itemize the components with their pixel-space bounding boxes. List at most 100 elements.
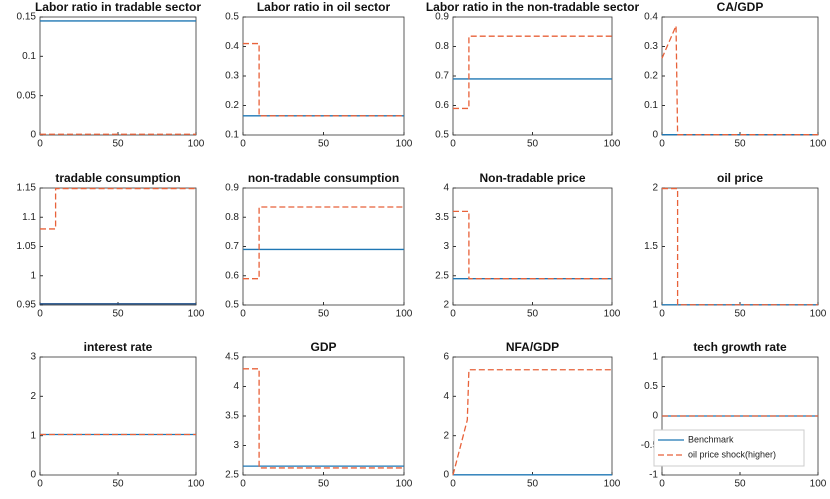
y-tick-label: 4 [233, 381, 239, 392]
y-tick-label: 0.4 [644, 12, 658, 23]
plot-area [242, 16, 405, 136]
x-tick-label: 0 [240, 309, 246, 320]
x-tick-label: 0 [37, 479, 43, 490]
y-tick-label: 0.9 [435, 12, 449, 23]
chart-title: non-tradable consumption [248, 171, 399, 185]
y-tick-label: 3 [443, 241, 449, 252]
y-tick-label: 0.05 [17, 90, 37, 101]
y-tick-label: -0.5 [641, 440, 659, 451]
y-tick-label: 2 [652, 183, 658, 194]
y-tick-label: 0.2 [225, 100, 239, 111]
y-tick-label: 4 [443, 183, 449, 194]
y-tick-label: 0.2 [644, 71, 658, 82]
y-tick-label: 0.95 [17, 300, 37, 311]
y-tick-label: 2.5 [225, 470, 239, 481]
plot-area [39, 16, 197, 136]
plot-area [452, 187, 613, 306]
x-tick-label: 0 [659, 479, 665, 490]
x-tick-label: 50 [527, 309, 539, 320]
x-tick-label: 100 [810, 139, 827, 150]
y-tick-label: 0 [30, 470, 36, 481]
legend-label: Benchmark [688, 434, 734, 444]
plot-area [661, 16, 819, 136]
chart-title: Non-tradable price [479, 171, 585, 185]
y-tick-label: 0.5 [644, 381, 658, 392]
x-tick-label: 50 [112, 309, 124, 320]
y-tick-label: 0 [652, 130, 658, 141]
y-tick-label: 0.5 [225, 300, 239, 311]
y-tick-label: 0.8 [225, 212, 239, 223]
y-tick-label: 1.05 [17, 241, 37, 252]
y-tick-label: 0.9 [225, 183, 239, 194]
x-tick-label: 100 [188, 139, 205, 150]
y-tick-label: 1.5 [644, 241, 658, 252]
x-tick-label: 0 [450, 139, 456, 150]
y-tick-label: 0.5 [435, 130, 449, 141]
y-tick-label: 1.15 [17, 183, 37, 194]
y-tick-label: 0.5 [225, 12, 239, 23]
y-tick-label: 2 [443, 300, 449, 311]
y-tick-label: 1 [30, 430, 36, 441]
y-tick-label: 0 [30, 130, 36, 141]
chart-title: Labor ratio in oil sector [257, 0, 391, 14]
x-tick-label: 0 [240, 139, 246, 150]
chart-title: CA/GDP [717, 0, 764, 14]
y-tick-label: 0.1 [225, 130, 239, 141]
x-tick-label: 50 [318, 139, 330, 150]
chart-title: GDP [310, 340, 336, 354]
x-tick-label: 50 [734, 139, 746, 150]
y-tick-label: 4 [443, 391, 449, 402]
x-tick-label: 100 [188, 309, 205, 320]
x-tick-label: 100 [810, 309, 827, 320]
x-tick-label: 0 [450, 309, 456, 320]
plot-area [242, 356, 405, 476]
y-tick-label: 0.7 [225, 241, 239, 252]
chart-title: Labor ratio in the non-tradable sector [426, 0, 640, 14]
y-tick-label: 0.6 [435, 100, 449, 111]
plot-area [242, 187, 405, 306]
plot-area [39, 356, 197, 476]
x-tick-label: 100 [810, 479, 827, 490]
y-tick-label: 4.5 [225, 352, 239, 363]
chart-title: tech growth rate [693, 340, 787, 354]
y-tick-label: 0.1 [22, 51, 36, 62]
x-tick-label: 0 [659, 309, 665, 320]
legend-label: oil price shock(higher) [688, 449, 776, 459]
x-tick-label: 0 [240, 479, 246, 490]
y-tick-label: 0.8 [435, 41, 449, 52]
x-tick-label: 50 [318, 309, 330, 320]
x-tick-label: 100 [188, 479, 205, 490]
x-tick-label: 0 [37, 309, 43, 320]
y-tick-label: 3 [233, 440, 239, 451]
x-tick-label: 0 [659, 139, 665, 150]
y-tick-label: 1 [652, 300, 658, 311]
series-line [453, 210, 612, 280]
series-line [662, 187, 818, 306]
x-tick-label: 100 [396, 139, 413, 150]
x-tick-label: 50 [734, 479, 746, 490]
y-tick-label: 0 [652, 411, 658, 422]
x-tick-label: 100 [604, 479, 621, 490]
x-tick-label: 50 [112, 479, 124, 490]
x-tick-label: 50 [734, 309, 746, 320]
y-tick-label: 3.5 [225, 411, 239, 422]
x-tick-label: 100 [604, 309, 621, 320]
x-tick-label: 100 [396, 309, 413, 320]
series-line [243, 368, 404, 469]
plot-area [452, 16, 613, 136]
y-tick-label: 0.15 [17, 12, 37, 23]
y-tick-label: 2 [443, 430, 449, 441]
y-tick-label: 3.5 [435, 212, 449, 223]
y-tick-label: 6 [443, 352, 449, 363]
y-tick-label: 0.3 [644, 41, 658, 52]
y-tick-label: 1 [652, 352, 658, 363]
y-tick-label: -1 [649, 470, 658, 481]
plot-area [39, 187, 197, 306]
y-tick-label: 1 [30, 270, 36, 281]
y-tick-label: 0.1 [644, 100, 658, 111]
legend-box [653, 429, 805, 467]
x-tick-label: 50 [527, 139, 539, 150]
x-tick-label: 50 [318, 479, 330, 490]
x-tick-label: 0 [450, 479, 456, 490]
